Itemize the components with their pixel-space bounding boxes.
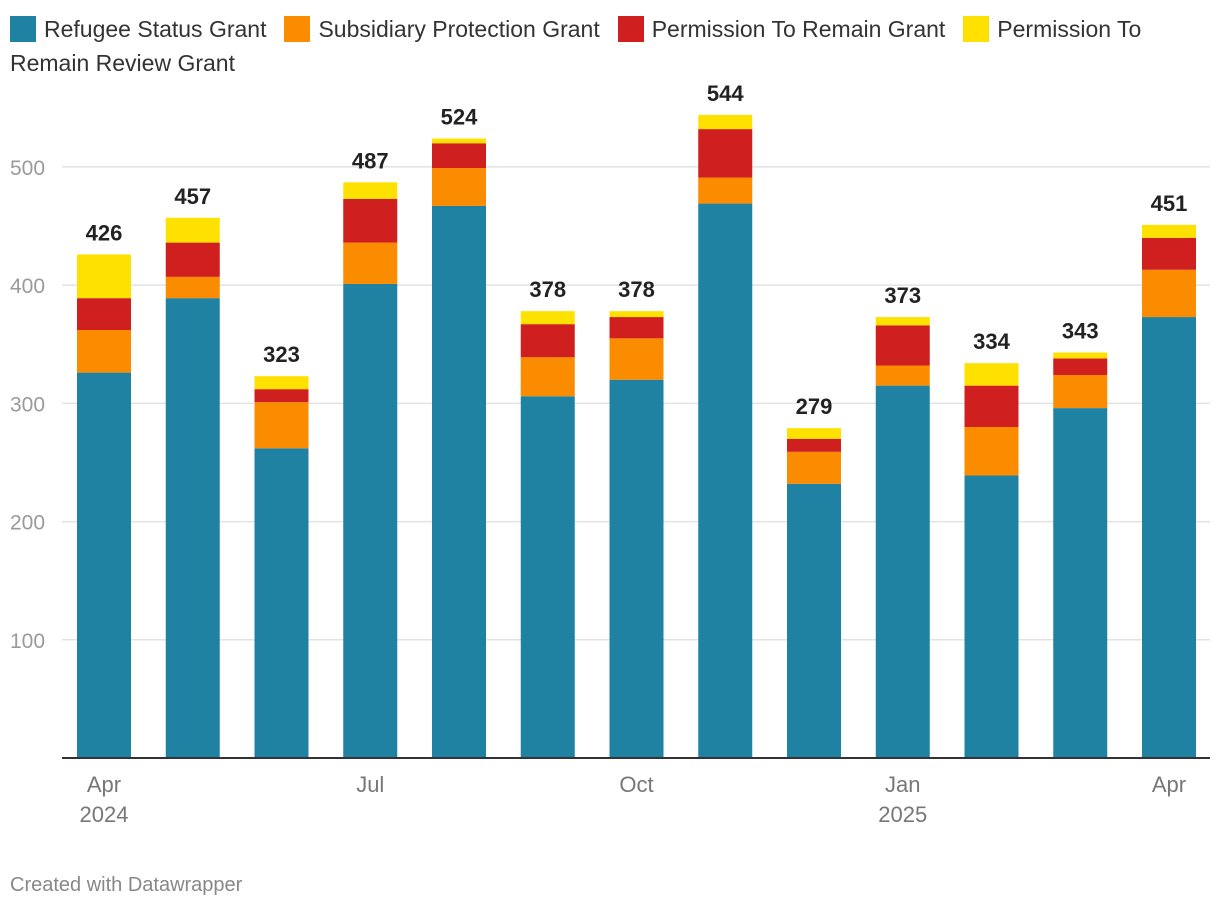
total-label: 451 bbox=[1151, 191, 1188, 216]
bar-segment bbox=[698, 114, 753, 130]
bar-segment bbox=[609, 338, 664, 380]
bar-segment bbox=[254, 402, 309, 449]
legend-label: Permission To Remain Grant bbox=[651, 16, 946, 42]
x-tick-label: Jan bbox=[885, 772, 920, 797]
legend-swatch bbox=[617, 16, 644, 42]
bar-segment bbox=[787, 428, 841, 439]
legend: Refugee Status Grant Subsidiary Protectio… bbox=[10, 12, 1210, 80]
legend-item: Subsidiary Protection Grant bbox=[284, 16, 600, 42]
bar-segment bbox=[964, 385, 1019, 427]
bar-segment bbox=[77, 298, 131, 331]
total-label: 378 bbox=[529, 277, 566, 302]
total-label: 323 bbox=[263, 342, 300, 367]
total-label: 426 bbox=[86, 220, 123, 245]
total-label: 544 bbox=[707, 81, 744, 106]
legend-item: Permission To Remain Review Grant bbox=[10, 16, 1141, 76]
bar-segment bbox=[1053, 408, 1108, 758]
bar-segment bbox=[1053, 374, 1108, 409]
bar-segment bbox=[343, 283, 398, 758]
bar-segment bbox=[1053, 352, 1108, 359]
x-tick-label: Jul bbox=[356, 772, 384, 797]
x-tick-label: 2025 bbox=[878, 802, 927, 827]
total-label: 373 bbox=[884, 283, 921, 308]
bar-segment bbox=[1142, 237, 1196, 270]
bar-segment bbox=[165, 242, 220, 277]
bar-segment bbox=[1053, 358, 1108, 375]
bar-segment bbox=[432, 168, 486, 206]
legend-item: Refugee Status Grant bbox=[10, 16, 266, 42]
bar-segment bbox=[432, 143, 486, 169]
x-tick-label: 2024 bbox=[80, 802, 129, 827]
bar-segment bbox=[343, 242, 398, 284]
footer-credit: Created with Datawrapper bbox=[10, 874, 243, 896]
total-label: 334 bbox=[973, 329, 1010, 354]
bar-segment bbox=[77, 372, 131, 758]
bar-segment bbox=[432, 205, 486, 759]
legend-label: Refugee Status Grant bbox=[44, 16, 267, 42]
legend-swatch bbox=[963, 16, 990, 42]
bar-segment bbox=[520, 357, 575, 397]
bar-segment bbox=[254, 389, 309, 403]
legend-label: Permission To Remain Review Grant bbox=[10, 16, 1142, 76]
bar-segment bbox=[875, 365, 930, 386]
y-tick-label: 200 bbox=[10, 512, 45, 535]
total-label: 279 bbox=[796, 394, 833, 419]
legend-swatch bbox=[10, 16, 36, 42]
bar-segment bbox=[787, 451, 841, 484]
bar-segment bbox=[165, 298, 220, 758]
bar-segment bbox=[520, 324, 575, 358]
bar-segment bbox=[875, 385, 930, 758]
y-tick-label: 400 bbox=[10, 275, 45, 298]
bar-segment bbox=[609, 317, 664, 339]
y-tick-label: 100 bbox=[10, 630, 45, 653]
bar-segment bbox=[875, 317, 930, 326]
bar-segment bbox=[1142, 269, 1196, 318]
bar-segment bbox=[520, 396, 575, 758]
bar-segment bbox=[165, 217, 220, 243]
total-label: 457 bbox=[174, 184, 211, 209]
bar-segment bbox=[432, 138, 486, 144]
total-label: 487 bbox=[352, 148, 389, 173]
total-label: 524 bbox=[441, 105, 478, 130]
bar-segment bbox=[964, 475, 1019, 758]
legend-label: Subsidiary Protection Grant bbox=[318, 16, 600, 42]
x-tick-label: Oct bbox=[619, 772, 653, 797]
total-label: 378 bbox=[618, 277, 655, 302]
bar-segment bbox=[343, 198, 398, 243]
bar-segment bbox=[875, 325, 930, 366]
x-tick-label: Apr bbox=[1152, 772, 1186, 797]
bar-segment bbox=[254, 376, 309, 390]
stacked-bar-chart: 100 200 300 400 500 426 457 323 487 524 378 378 544 2… bbox=[10, 81, 1210, 827]
bar-segment bbox=[609, 379, 664, 758]
bar-segment bbox=[698, 203, 753, 758]
bar-segment bbox=[787, 483, 841, 758]
bar-segment bbox=[698, 129, 753, 178]
bar-segment bbox=[964, 363, 1019, 386]
bar-segment bbox=[254, 448, 309, 758]
bar-segment bbox=[1142, 317, 1196, 758]
y-tick-label: 300 bbox=[10, 393, 45, 416]
total-label: 343 bbox=[1062, 319, 1099, 344]
y-tick-label: 500 bbox=[10, 157, 45, 180]
legend-item: Permission To Remain Grant bbox=[617, 16, 946, 42]
bar-segment bbox=[1142, 224, 1196, 238]
x-tick-label: Apr bbox=[87, 772, 121, 797]
bar-segment bbox=[964, 427, 1019, 476]
bar-segment bbox=[343, 182, 398, 199]
bar-segment bbox=[787, 438, 841, 452]
bar-segment bbox=[520, 311, 575, 325]
legend-swatch bbox=[284, 16, 311, 42]
bar-segment bbox=[698, 177, 753, 204]
bar-segment bbox=[165, 276, 220, 299]
bar-segment bbox=[77, 254, 131, 299]
bar-segment bbox=[77, 330, 131, 373]
bar-segment bbox=[609, 311, 664, 318]
